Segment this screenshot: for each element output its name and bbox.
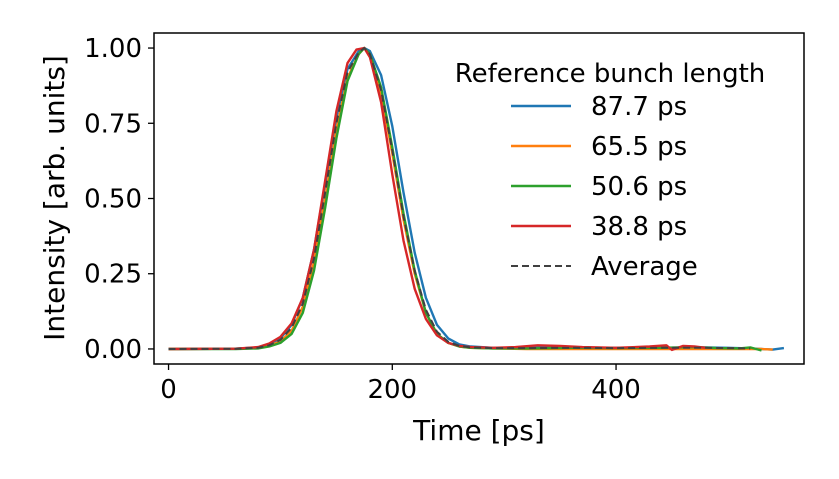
legend: Reference bunch length 87.7 ps 65.5 ps 50.… (455, 59, 766, 282)
y-tick-label: 0.75 (84, 109, 142, 139)
y-tick-label: 0.25 (84, 260, 142, 290)
x-tick-label: 200 (367, 375, 417, 405)
series-line-38-8-ps (168, 46, 706, 352)
legend-label: 87.7 ps (591, 92, 687, 122)
y-tick-label: 1.00 (84, 34, 142, 64)
legend-title: Reference bunch length (455, 59, 766, 89)
y-tick-label: 0.50 (84, 185, 142, 215)
legend-label: 65.5 ps (591, 132, 687, 162)
axis-layer: 0 200 400 0.00 0.25 0.50 0.75 1.00 (84, 34, 641, 405)
series-layer (168, 46, 785, 352)
legend-label: 38.8 ps (591, 212, 687, 242)
series-line-87-7-ps (168, 46, 785, 351)
y-tick-label: 0.00 (84, 335, 142, 365)
legend-label: Average (591, 252, 698, 282)
x-tick-label: 0 (160, 375, 177, 405)
legend-label: 50.6 ps (591, 172, 687, 202)
series-line-average (168, 47, 751, 350)
y-axis-label: Intensity [arb. units] (38, 55, 71, 341)
x-tick-label: 400 (591, 375, 641, 405)
x-axis-label: Time [ps] (412, 414, 545, 447)
